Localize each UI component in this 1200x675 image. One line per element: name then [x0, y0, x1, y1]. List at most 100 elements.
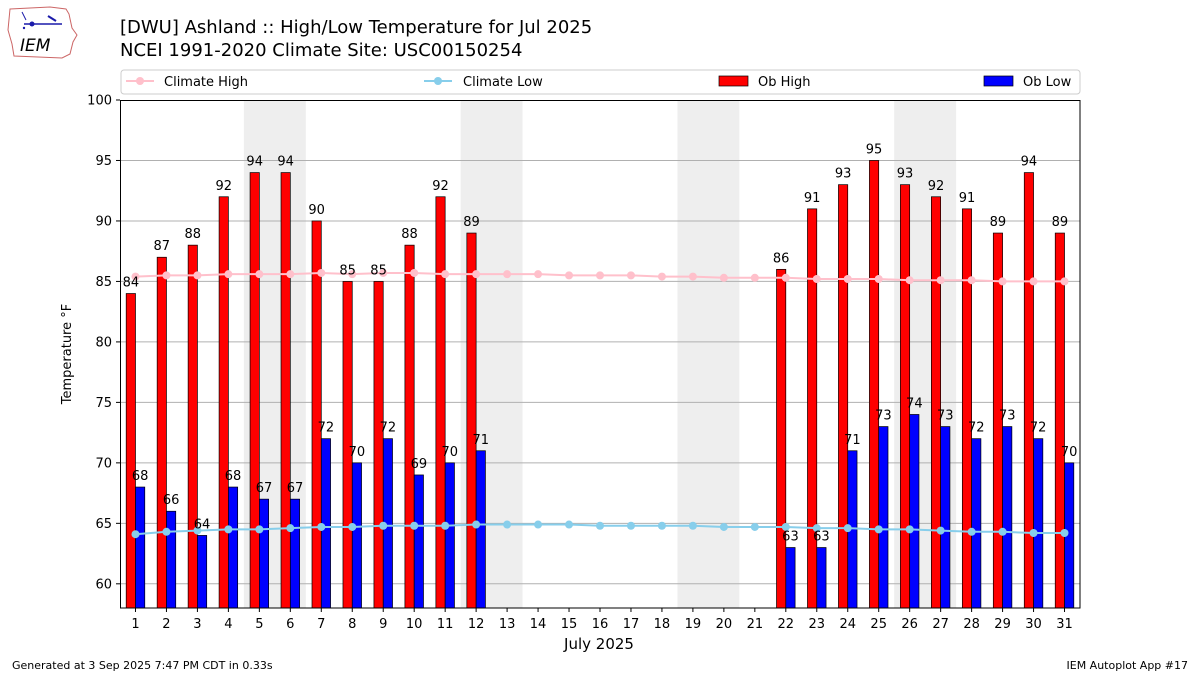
- climate-high-point: [905, 276, 914, 285]
- y-tick-label: 95: [95, 154, 112, 169]
- x-tick-label: 30: [1025, 617, 1042, 632]
- ob-high-bar: [187, 244, 198, 609]
- ob-low-bar: [197, 535, 208, 609]
- ob-low-label: 71: [844, 433, 861, 448]
- x-tick-label: 31: [1056, 617, 1073, 632]
- climate-low-point: [410, 521, 419, 530]
- ob-low-bar: [135, 486, 146, 609]
- climate-high-point: [843, 275, 852, 284]
- climate-high-point: [472, 270, 481, 279]
- ob-low-bar: [1002, 426, 1013, 609]
- climate-high-point: [626, 271, 635, 280]
- x-tick-label: 2: [162, 617, 170, 632]
- ob-high-bar: [156, 256, 167, 609]
- x-tick-label: 6: [286, 617, 294, 632]
- x-tick-label: 21: [747, 617, 764, 632]
- climate-high-point: [1060, 277, 1069, 286]
- x-tick-label: 20: [716, 617, 733, 632]
- climate-high-point: [688, 272, 697, 281]
- ob-high-label: 84: [123, 276, 140, 291]
- ob-low-bar: [166, 510, 177, 609]
- climate-low-point: [193, 526, 202, 535]
- ob-high-bar: [404, 244, 415, 609]
- climate-low-point: [441, 521, 450, 530]
- ob-high-bar: [249, 172, 260, 609]
- ob-low-label: 66: [163, 493, 180, 508]
- climate-high-point: [657, 272, 666, 281]
- x-tick-label: 11: [437, 617, 454, 632]
- ob-high-label: 92: [432, 179, 449, 194]
- legend-label: Climate High: [164, 75, 248, 90]
- ob-high-label: 92: [215, 179, 232, 194]
- x-tick-label: 18: [654, 617, 671, 632]
- climate-low-point: [317, 522, 326, 531]
- climate-low-point: [224, 525, 233, 534]
- climate-high-point: [719, 273, 728, 282]
- x-tick-label: 3: [193, 617, 201, 632]
- ob-high-label: 88: [185, 227, 202, 242]
- climate-high-point: [131, 272, 140, 281]
- logo-text: IEM: [20, 36, 51, 56]
- climate-low-point: [1060, 529, 1069, 538]
- climate-high-point: [967, 276, 976, 285]
- ob-high-label: 93: [835, 167, 852, 182]
- x-tick-label: 8: [348, 617, 356, 632]
- climate-high-point: [534, 270, 543, 279]
- legend-ob-high: Ob High: [718, 75, 811, 90]
- ob-low-label: 73: [937, 409, 954, 424]
- ob-high-label: 95: [866, 142, 883, 157]
- climate-high-point: [812, 275, 821, 284]
- ob-low-bar: [259, 498, 269, 609]
- y-tick-label: 100: [87, 94, 112, 109]
- ob-high-bar: [807, 208, 818, 609]
- ob-high-label: 93: [897, 167, 914, 182]
- ob-high-label: 90: [308, 203, 325, 218]
- ob-high-bar: [869, 160, 880, 609]
- ob-low-label: 72: [380, 421, 397, 436]
- ob-high-bar: [1054, 232, 1065, 609]
- ob-low-label: 67: [256, 481, 273, 496]
- ob-low-bar: [289, 498, 300, 609]
- ob-high-label: 94: [1021, 155, 1038, 170]
- climate-high-point: [317, 268, 326, 277]
- climate-low-point: [255, 525, 264, 534]
- ob-high-bar: [280, 172, 291, 609]
- x-tick-label: 5: [255, 617, 263, 632]
- climate-low-point: [905, 525, 914, 534]
- ob-low-label: 69: [411, 457, 428, 472]
- climate-low-point: [688, 521, 697, 530]
- ob-high-label: 92: [928, 179, 945, 194]
- x-tick-label: 22: [778, 617, 795, 632]
- climate-high-point: [781, 273, 790, 282]
- x-tick-label: 13: [499, 617, 516, 632]
- ob-high-bar: [838, 184, 849, 609]
- x-tick-label: 28: [963, 617, 980, 632]
- legend-label: Ob High: [758, 75, 811, 90]
- climate-high-point: [503, 270, 512, 279]
- climate-low-point: [534, 520, 543, 529]
- x-tick-label: 4: [224, 617, 232, 632]
- climate-high-point: [874, 275, 883, 284]
- climate-high-point: [441, 270, 450, 279]
- ob-low-label: 68: [132, 469, 149, 484]
- ob-low-bar: [878, 426, 889, 609]
- climate-low-point: [750, 522, 759, 531]
- ob-low-label: 72: [1030, 421, 1047, 436]
- ob-high-label: 89: [1052, 215, 1069, 230]
- legend-ob-low: Ob Low: [983, 75, 1072, 90]
- x-axis-label: July 2025: [563, 635, 634, 653]
- x-tick-label: 14: [530, 617, 547, 632]
- ob-high-bar: [218, 196, 229, 609]
- climate-high-point: [162, 271, 171, 280]
- x-tick-label: 1: [131, 617, 139, 632]
- legend-label: Climate Low: [463, 75, 543, 90]
- climate-high-point: [255, 270, 264, 279]
- ob-high-label: 89: [463, 215, 480, 230]
- climate-high-point: [565, 271, 574, 280]
- climate-high-point: [1029, 277, 1038, 286]
- x-tick-label: 15: [561, 617, 578, 632]
- y-tick-label: 80: [95, 335, 112, 350]
- chart-title: [DWU] Ashland :: High/Low Temperature fo…: [120, 17, 593, 38]
- climate-low-point: [348, 522, 357, 531]
